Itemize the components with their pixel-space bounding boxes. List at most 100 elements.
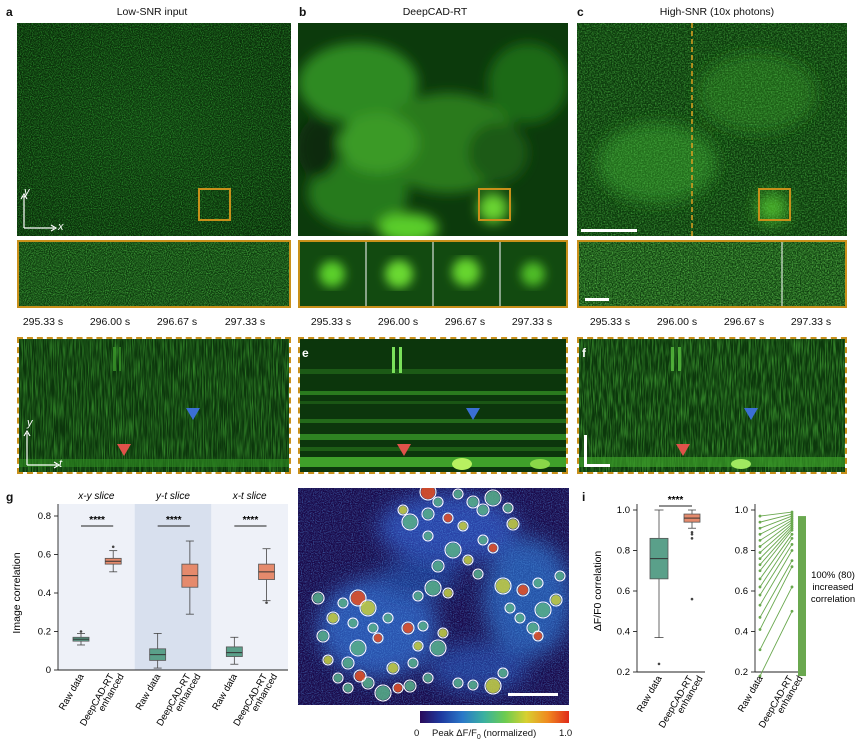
- cell-fill-14: [489, 544, 497, 552]
- cell-fill-25: [536, 603, 550, 617]
- i-right-xlabel-raw: Raw data: [736, 673, 766, 714]
- cell-fill-27: [528, 623, 538, 633]
- dff-correlation-chart: 0.2 0.4 0.6 0.8 1.0 ΔF/F0 correlation **** Raw …: [592, 495, 855, 730]
- cell-ring-60: [484, 677, 502, 695]
- cell-fill-59: [469, 681, 477, 689]
- cell-ring-34: [337, 597, 349, 609]
- red-arrow-e: [397, 444, 411, 456]
- pair-pt-b-6: [790, 536, 794, 540]
- cell-ring-35: [349, 589, 367, 607]
- y-tick-label-3: 0.6: [38, 550, 51, 561]
- cell-ring-61: [497, 667, 509, 679]
- cell-fill-39: [318, 631, 328, 641]
- pair-pt-b-4: [790, 549, 794, 552]
- i-box-enh-outlier-0: [690, 530, 694, 534]
- cell-ring-17: [422, 530, 434, 542]
- pair-pt-a-11: [758, 551, 762, 554]
- i-right-ytick-label-4: 1.0: [735, 505, 748, 516]
- cell-ring-32: [442, 587, 454, 599]
- cell-fill-57: [405, 681, 415, 691]
- cell-fill-29: [506, 604, 514, 612]
- i-left-ytick-label-1: 0.4: [617, 627, 630, 638]
- i-left-ytick-label-3: 0.8: [617, 546, 630, 557]
- cell-ring-42: [401, 621, 415, 635]
- roi-box-a: [198, 188, 231, 221]
- cell-ring-52: [322, 654, 334, 666]
- group-title-2: x-t slice: [232, 491, 267, 502]
- cell-ring-16: [462, 554, 474, 566]
- axes-indicator-d: [23, 429, 61, 469]
- sig-stars-0: ****: [89, 515, 105, 526]
- cell-fill-44: [439, 629, 447, 637]
- panel-label-g: g: [6, 490, 14, 504]
- cell-fill-35: [351, 591, 365, 605]
- cell-fill-26: [516, 614, 524, 622]
- sig-stars-1: ****: [166, 515, 182, 526]
- cell-fill-19: [474, 570, 482, 578]
- cell-fill-31: [414, 592, 422, 600]
- cell-ring-33: [311, 591, 325, 605]
- timestamp-b-3: 296.67 s: [444, 316, 486, 328]
- cell-ring-31: [412, 590, 424, 602]
- cell-ring-14: [487, 542, 499, 554]
- cell-fill-50: [351, 641, 365, 655]
- cell-fill-53: [334, 674, 342, 682]
- bg-yt: [134, 504, 212, 670]
- cell-fill-32: [444, 589, 452, 597]
- pair-pt-a-5: [758, 593, 762, 597]
- cell-ring-1: [432, 496, 444, 508]
- cell-fill-54: [363, 678, 373, 688]
- pair-pt-b-16: [790, 512, 794, 516]
- pair-pt-a-16: [758, 520, 762, 524]
- cell-fill-46: [409, 659, 417, 667]
- cell-ring-48: [386, 661, 400, 675]
- pair-pt-a-17: [758, 514, 762, 518]
- cell-fill-6: [423, 509, 433, 519]
- pair-pt-a-9: [758, 563, 762, 567]
- pair-pt-b-3: [790, 559, 794, 563]
- pair-pt-a-4: [758, 603, 762, 607]
- pair-line-4: [759, 550, 793, 606]
- pair-pt-b-1: [790, 585, 794, 589]
- cell-ring-10: [484, 489, 502, 507]
- cell-ring-29: [504, 602, 516, 614]
- i-left-ytick-label-0: 0.2: [617, 667, 630, 678]
- kymograph-e: [298, 337, 568, 474]
- cell-ring-3: [466, 495, 480, 509]
- axis-t-label-d: t: [59, 458, 63, 470]
- pair-pt-b-10: [790, 524, 794, 528]
- cell-fill-43: [419, 622, 427, 630]
- panel-label-d: d: [8, 346, 16, 360]
- cell-ring-30: [424, 579, 442, 597]
- pair-line-3: [759, 560, 793, 618]
- cell-fill-12: [508, 519, 518, 529]
- cell-ring-49: [372, 632, 384, 644]
- cell-fill-42: [403, 623, 413, 633]
- cell-fill-24: [551, 595, 561, 605]
- panel-label-e: e: [302, 346, 309, 360]
- y-axis-title: Image correlation: [11, 552, 23, 633]
- panel-title-b: DeepCAD-RT: [402, 6, 468, 18]
- cell-fill-52: [324, 656, 332, 664]
- cell-fill-41: [384, 614, 392, 622]
- cell-fill-15: [446, 543, 460, 557]
- cell-fill-60: [486, 679, 500, 693]
- cell-ring-21: [516, 583, 530, 597]
- cell-fill-10: [486, 491, 500, 505]
- pair-line-0: [759, 611, 793, 677]
- pair-pt-a-8: [758, 569, 762, 573]
- cell-fill-58: [454, 679, 462, 687]
- cell-ring-20: [494, 577, 512, 595]
- red-arrow-f: [676, 444, 690, 456]
- group-title-1: y-t slice: [155, 491, 190, 502]
- box-0-enh-outlier-0: [111, 545, 115, 549]
- pair-line-16: [759, 513, 793, 523]
- cell-ring-58: [452, 677, 464, 689]
- pair-line-6: [759, 538, 793, 588]
- cell-fill-7: [444, 514, 452, 522]
- pair-pt-b-15: [790, 514, 794, 518]
- timestamp-c-2: 296.00 s: [656, 316, 698, 328]
- timestamp-c-4: 297.33 s: [790, 316, 832, 328]
- timestamp-b-4: 297.33 s: [511, 316, 553, 328]
- sig-stars-2: ****: [243, 515, 259, 526]
